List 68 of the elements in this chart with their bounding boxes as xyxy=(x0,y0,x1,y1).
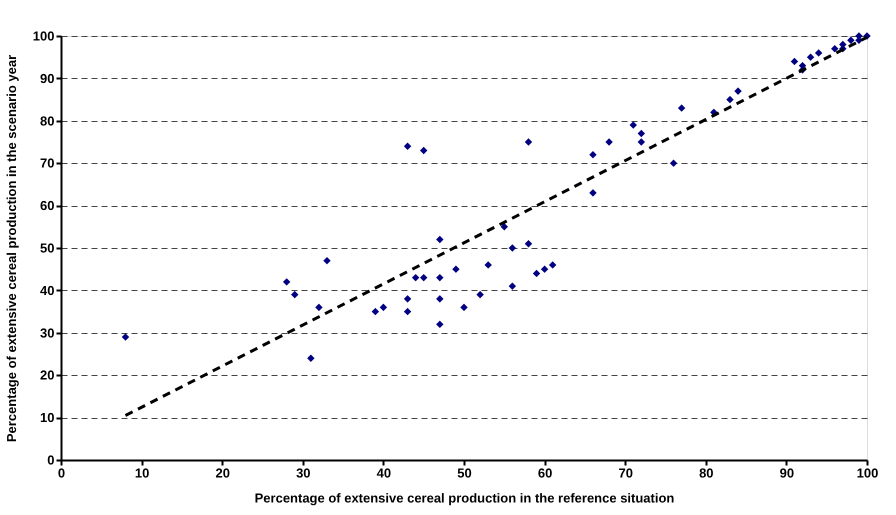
point xyxy=(315,304,323,312)
point xyxy=(412,274,420,282)
y-tick-label: 60 xyxy=(40,198,54,214)
point xyxy=(307,354,315,362)
point xyxy=(532,270,540,278)
y-tick-label: 0 xyxy=(47,452,54,468)
point xyxy=(540,265,548,273)
point xyxy=(500,223,508,231)
point xyxy=(436,320,444,328)
point xyxy=(323,257,331,264)
point xyxy=(484,261,492,269)
point xyxy=(282,278,290,286)
x-axis-title: Percentage of extensive cereal production in the reference situation xyxy=(254,490,674,506)
point xyxy=(638,130,646,138)
point xyxy=(291,290,298,298)
point xyxy=(524,138,532,146)
point xyxy=(508,244,516,252)
x-tick-label: 80 xyxy=(699,466,714,480)
y-tick-label: 30 xyxy=(40,325,54,340)
x-tick-label: 50 xyxy=(457,466,472,480)
point xyxy=(372,308,380,316)
y-tick-label: 80 xyxy=(40,113,54,128)
point xyxy=(734,87,742,95)
y-axis-title: Percentage of extensive cereal production in the scenario year xyxy=(4,54,19,442)
point xyxy=(420,274,428,282)
point xyxy=(726,96,734,104)
x-tick-label: 20 xyxy=(215,466,230,480)
point xyxy=(404,142,412,150)
point xyxy=(638,138,646,146)
x-tick-label: 90 xyxy=(780,466,794,480)
point xyxy=(814,49,822,57)
x-tick-label: 60 xyxy=(538,466,552,480)
point xyxy=(420,146,428,154)
point xyxy=(678,104,686,112)
point xyxy=(831,45,838,52)
point xyxy=(847,36,855,44)
point xyxy=(508,282,516,290)
x-tick-label: 10 xyxy=(134,466,150,480)
point xyxy=(605,138,613,146)
point xyxy=(806,53,814,61)
y-tick-label: 90 xyxy=(40,70,54,86)
point xyxy=(122,333,130,341)
point xyxy=(436,236,444,244)
point xyxy=(548,261,556,269)
point xyxy=(452,265,460,273)
x-tick-label: 0 xyxy=(58,466,66,480)
y-tick-label: 20 xyxy=(40,368,54,383)
y-tick-label: 50 xyxy=(40,240,54,256)
point xyxy=(436,295,444,303)
point xyxy=(790,58,798,66)
point xyxy=(670,159,678,167)
point xyxy=(630,121,637,129)
point xyxy=(380,304,388,312)
point xyxy=(589,151,597,158)
y-tick-label: 100 xyxy=(32,28,54,44)
y-tick-label: 10 xyxy=(40,410,54,426)
point xyxy=(436,274,444,282)
point xyxy=(476,290,484,298)
point xyxy=(589,189,597,197)
x-tick-label: 100 xyxy=(856,466,878,480)
x-tick-label: 70 xyxy=(618,466,633,480)
y-tick-label: 40 xyxy=(40,282,54,298)
x-tick-label: 40 xyxy=(376,466,392,480)
point xyxy=(404,308,412,316)
point xyxy=(404,295,412,303)
point xyxy=(460,304,468,312)
x-tick-label: 30 xyxy=(296,466,311,480)
y-tick-label: 70 xyxy=(40,156,54,171)
